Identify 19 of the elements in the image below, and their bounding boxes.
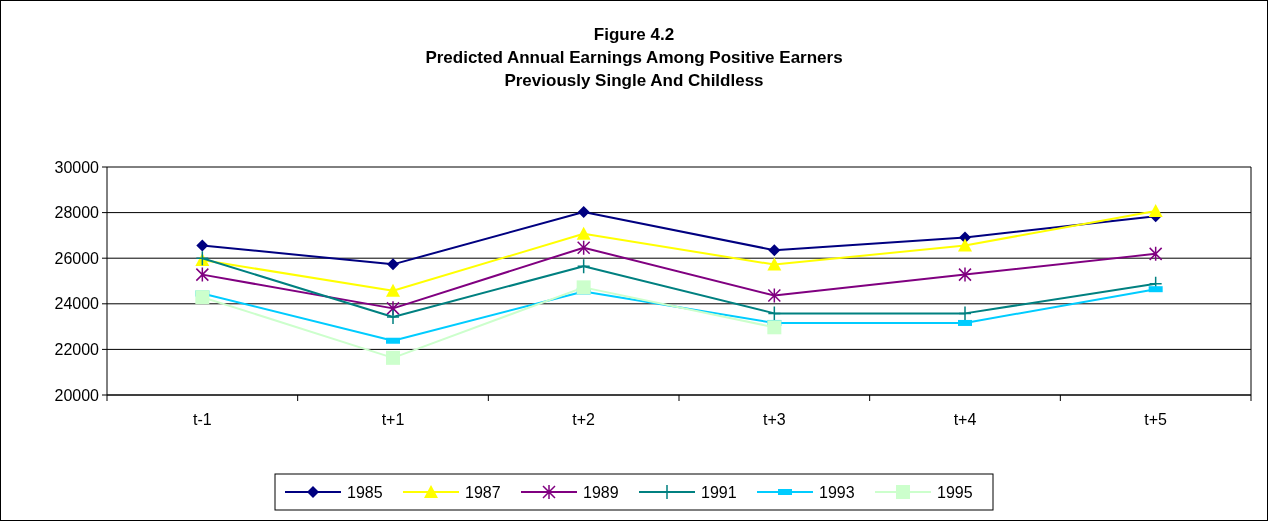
legend-label: 1985 xyxy=(347,483,383,501)
legend-label: 1993 xyxy=(819,483,855,501)
legend-label: 1991 xyxy=(701,483,737,501)
legend-label: 1995 xyxy=(937,483,973,501)
y-tick-label: 26000 xyxy=(54,249,100,267)
y-tick-label: 24000 xyxy=(54,295,100,313)
x-tick-label: t-1 xyxy=(193,411,212,428)
x-tick-label: t+4 xyxy=(953,411,977,428)
x-tick-label: t+3 xyxy=(762,411,786,428)
y-tick-label: 30000 xyxy=(54,158,100,176)
chart-title: Figure 4.2 Predicted Annual Earnings Among Positive Earners Previously Single And Childless xyxy=(425,25,843,90)
x-tick-label: t+1 xyxy=(381,411,405,428)
y-tick-label: 22000 xyxy=(54,341,100,358)
y-tick-label: 20000 xyxy=(54,386,100,404)
x-tick-label: t+2 xyxy=(572,411,596,428)
legend-label: 1989 xyxy=(583,483,619,501)
legend-label: 1987 xyxy=(465,483,501,501)
y-tick-label: 28000 xyxy=(54,204,100,222)
x-tick-label: t+5 xyxy=(1144,411,1168,428)
